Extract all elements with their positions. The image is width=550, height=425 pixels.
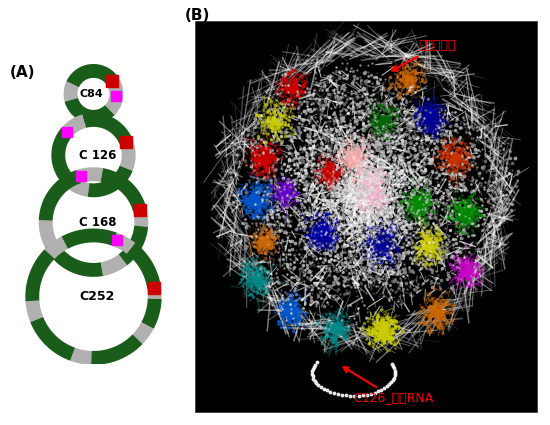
Text: C126_環状RNA: C126_環状RNA — [344, 367, 434, 404]
Text: C 126: C 126 — [79, 149, 116, 162]
Text: C 168: C 168 — [79, 215, 116, 229]
Text: (B): (B) — [184, 8, 210, 23]
Text: リボソーム: リボソーム — [392, 40, 456, 71]
Text: C84: C84 — [80, 89, 103, 99]
Text: C252: C252 — [80, 290, 115, 303]
Text: (A): (A) — [9, 65, 35, 80]
